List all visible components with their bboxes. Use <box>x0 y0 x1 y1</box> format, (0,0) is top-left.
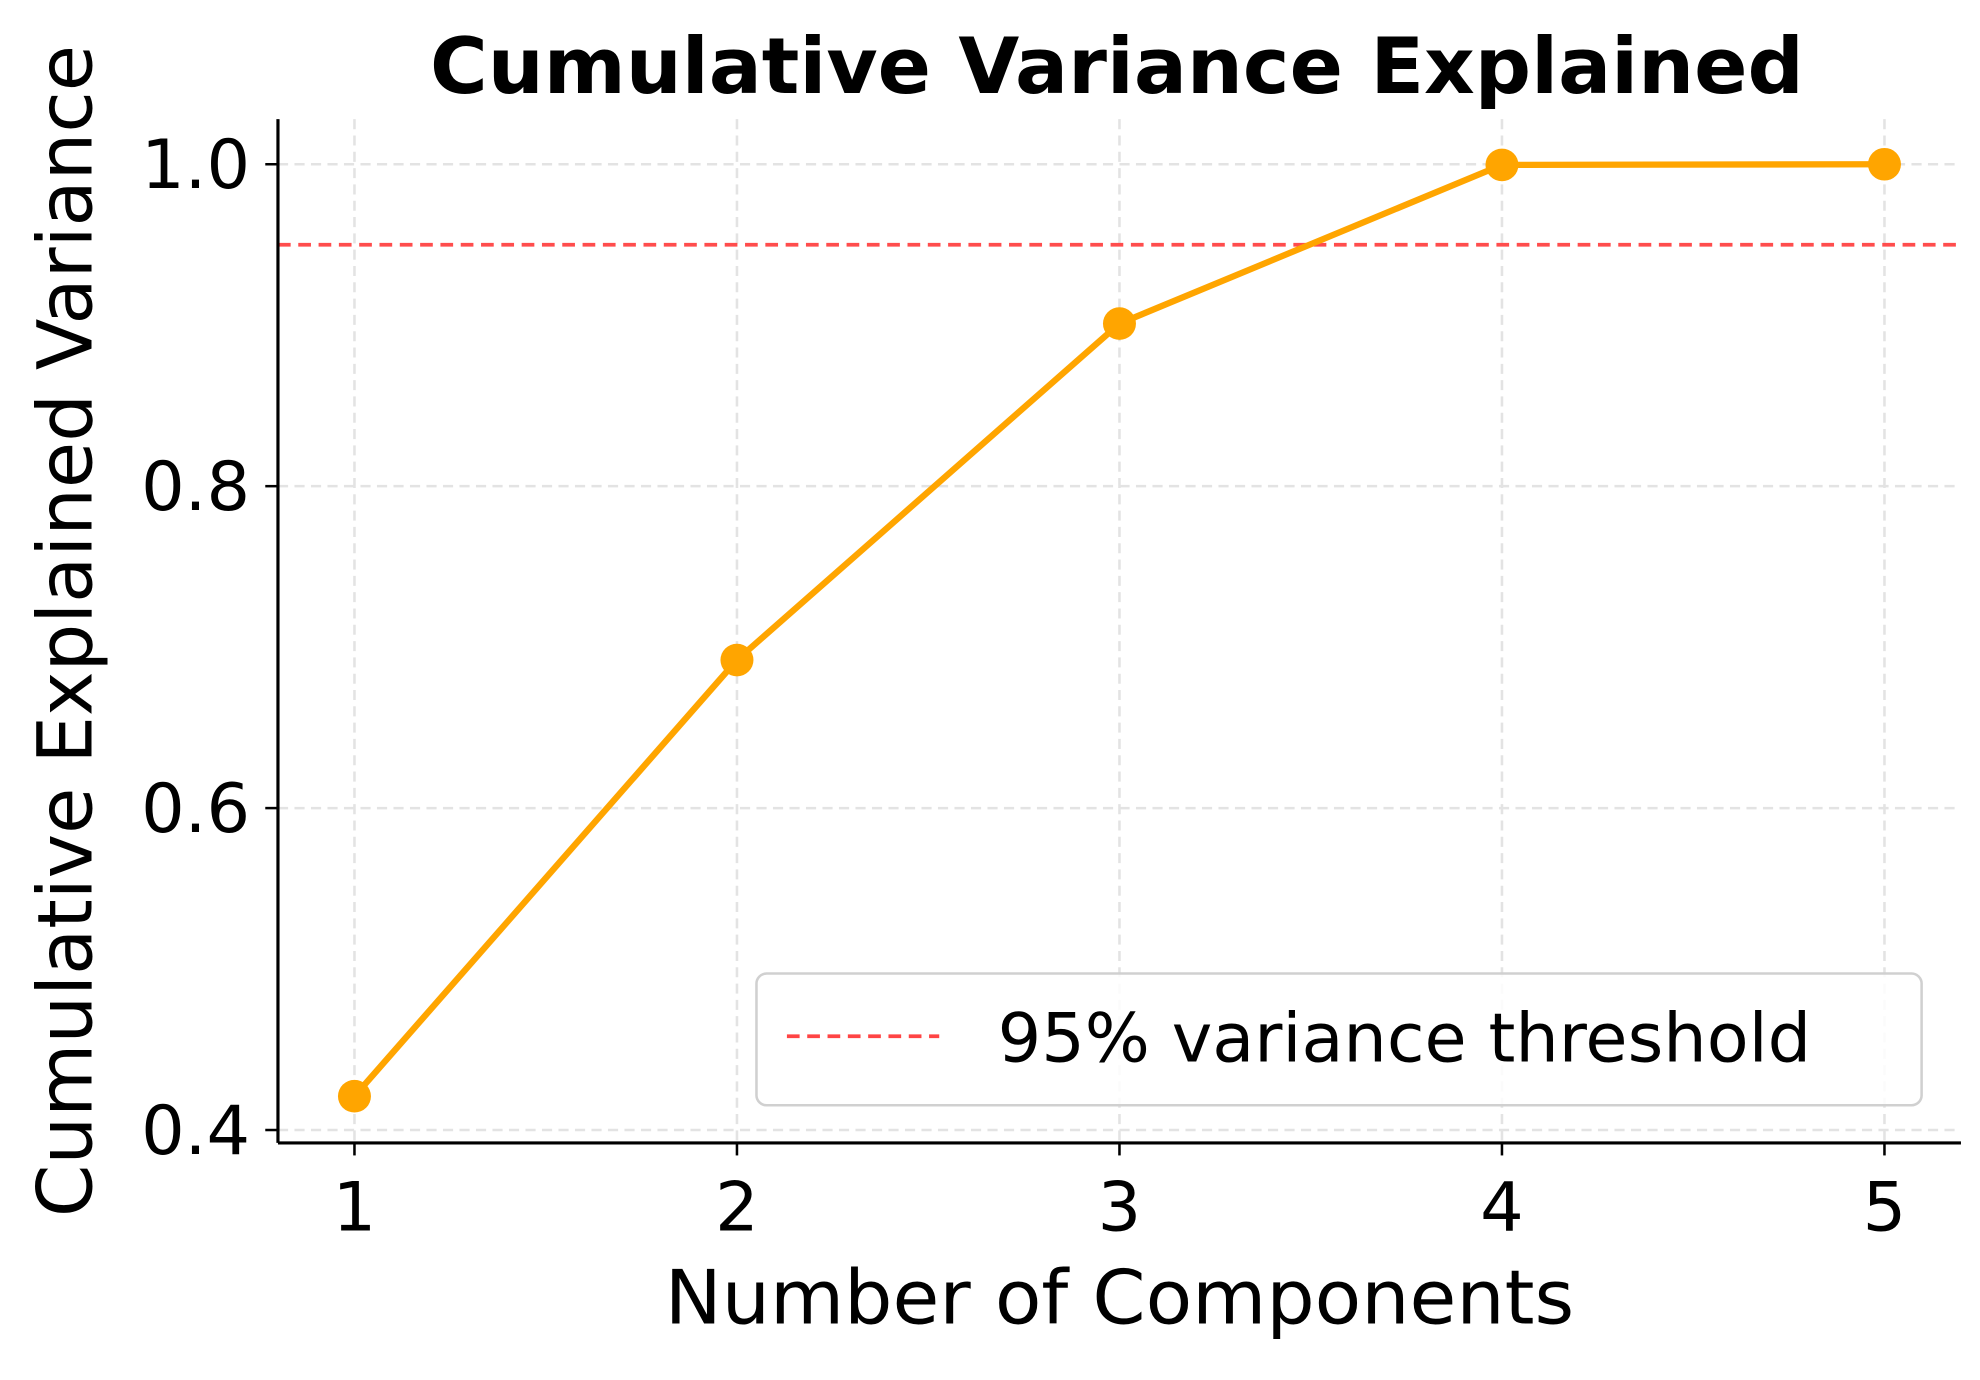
y-tick-label: 1.0 <box>141 126 250 205</box>
chart-title: Cumulative Variance Explained <box>430 21 1804 111</box>
x-tick-label: 1 <box>333 1169 377 1248</box>
data-point <box>720 643 754 677</box>
data-point <box>1102 307 1136 340</box>
x-tick-label: 3 <box>1098 1169 1142 1248</box>
x-ticks: 1 2 3 4 5 <box>333 1142 1907 1248</box>
y-tick-label: 0.4 <box>141 1092 250 1171</box>
y-ticks: 0.4 0.6 0.8 1.0 <box>141 126 278 1171</box>
x-axis-label: Number of Components <box>665 1254 1574 1341</box>
legend: 95% variance threshold <box>755 972 1923 1107</box>
legend-threshold-label: 95% variance threshold <box>998 1000 1812 1079</box>
x-tick-label: 4 <box>1480 1169 1524 1248</box>
data-point <box>337 1079 371 1113</box>
y-axis-label: Cumulative Explained Variance <box>21 45 110 1217</box>
y-tick-label: 0.8 <box>141 448 250 527</box>
data-points <box>337 147 1901 1113</box>
x-tick-label: 5 <box>1863 1169 1907 1248</box>
data-point <box>1867 147 1901 181</box>
x-tick-label: 2 <box>715 1169 759 1248</box>
legend-box <box>755 972 1923 1107</box>
y-tick-label: 0.6 <box>141 770 250 849</box>
data-point <box>1485 148 1519 182</box>
